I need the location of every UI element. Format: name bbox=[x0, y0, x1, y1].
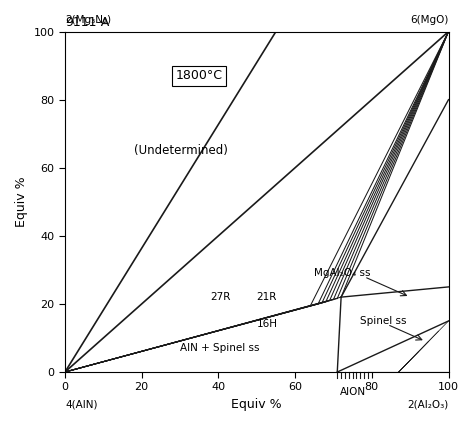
X-axis label: Equiv %: Equiv % bbox=[231, 398, 282, 411]
Text: 21R: 21R bbox=[257, 292, 277, 302]
Text: AlON: AlON bbox=[339, 387, 365, 397]
Text: 9111-A: 9111-A bbox=[65, 16, 109, 29]
Y-axis label: Equiv %: Equiv % bbox=[15, 176, 28, 227]
Text: 27R: 27R bbox=[211, 292, 231, 302]
Text: (Undetermined): (Undetermined) bbox=[134, 144, 228, 157]
Text: MgAl₂O₄ ss: MgAl₂O₄ ss bbox=[314, 268, 371, 278]
Text: Spinel ss: Spinel ss bbox=[360, 316, 407, 326]
Text: 2(Al₂O₃): 2(Al₂O₃) bbox=[407, 399, 448, 409]
Text: 1800°C: 1800°C bbox=[176, 69, 223, 82]
Text: 4(AlN): 4(AlN) bbox=[65, 399, 98, 409]
Text: 16H: 16H bbox=[257, 320, 278, 329]
Text: AlN + Spinel ss: AlN + Spinel ss bbox=[180, 343, 260, 353]
Text: 6(MgO): 6(MgO) bbox=[410, 15, 448, 25]
Text: 2(Mg₃N₂): 2(Mg₃N₂) bbox=[65, 15, 111, 25]
